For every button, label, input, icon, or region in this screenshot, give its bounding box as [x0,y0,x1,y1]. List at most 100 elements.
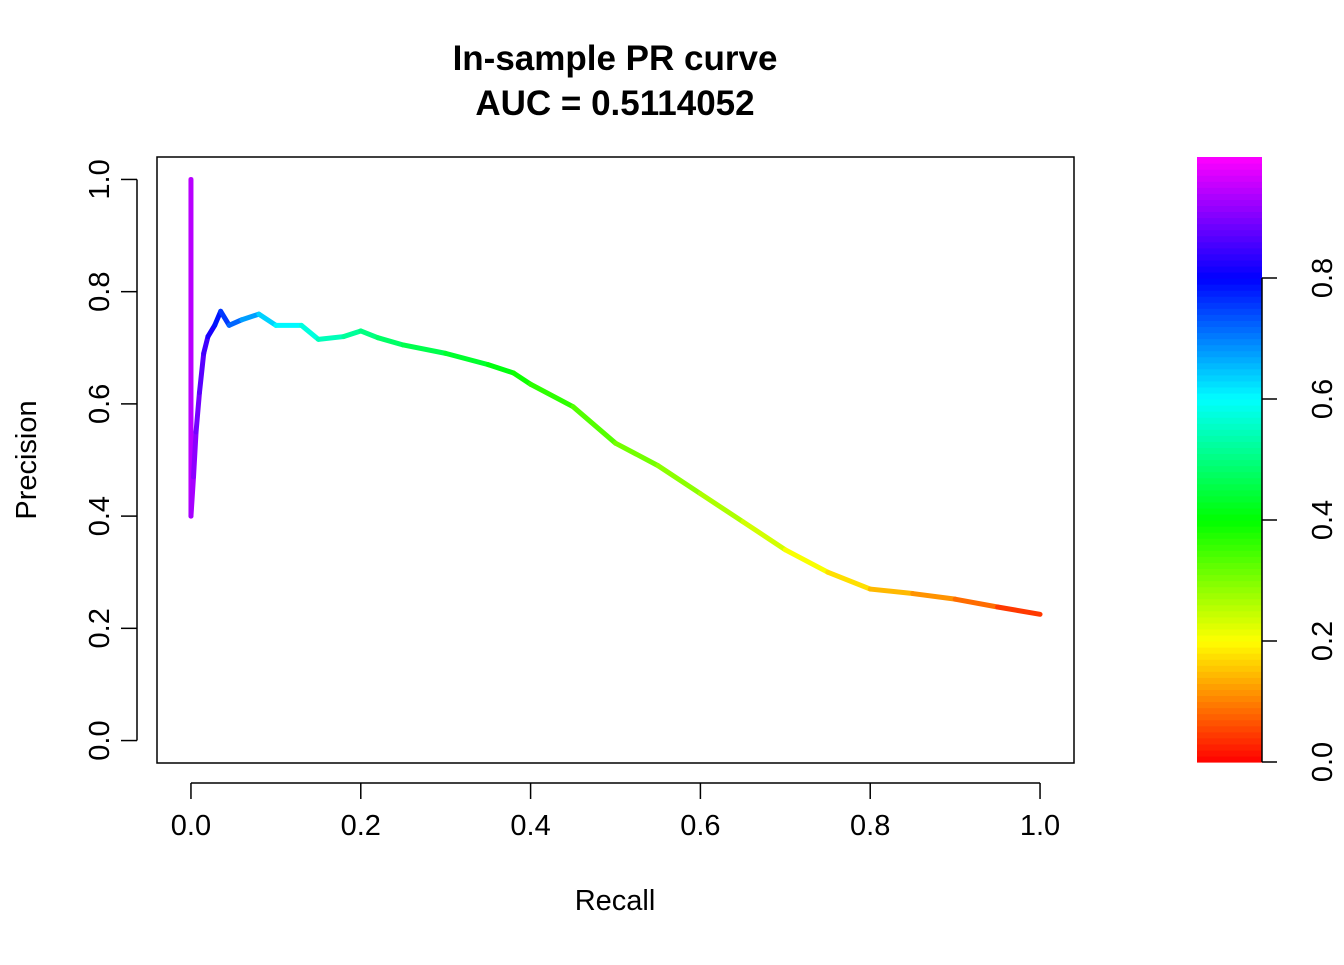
curve-segment [528,381,576,410]
colorbar-band [1197,399,1262,406]
colorbar-tick-label: 0.0 [1307,742,1339,782]
colorbar-band [1197,586,1262,594]
colorbar-band [1197,743,1262,751]
colorbar-band [1197,447,1262,455]
y-tick-label: 0.4 [84,496,116,536]
y-tick-label: 0.6 [84,384,116,424]
colorbar-band [1197,544,1262,551]
colorbar-band [1197,507,1262,515]
colorbar-band [1197,562,1262,569]
colorbar-band [1197,610,1262,618]
colorbar-band [1197,417,1262,424]
colorbar-band [1197,465,1262,473]
colorbar-band [1197,598,1262,606]
colorbar-band [1197,284,1262,291]
colorbar-band [1197,350,1262,358]
x-axis: 0.0 0.2 0.4 0.6 0.8 1.0 [171,782,1060,842]
y-tick-label: 0.8 [84,272,116,312]
colorbar-band [1197,671,1262,678]
colorbar-tick-label: 0.8 [1307,258,1339,298]
colorbar-band [1197,483,1262,491]
y-axis: 0.0 0.2 0.4 0.6 0.8 1.0 [84,159,138,761]
colorbar-tick-label: 0.2 [1307,621,1339,661]
colorbar-band [1197,302,1262,309]
colorbar-band [1197,157,1262,164]
colorbar-band [1197,665,1262,672]
colorbar-band [1197,731,1262,739]
colorbar-band [1197,501,1262,509]
curve-segment [697,491,746,525]
curve-segment [218,308,232,328]
colorbar-band [1197,471,1262,479]
colorbar-band [1197,241,1262,249]
colorbar-band [1197,574,1262,582]
x-tick-label: 0.2 [341,810,381,842]
curve-segment [952,596,1001,610]
colorbar-band [1197,271,1262,279]
colorbar-band [1197,296,1262,303]
colorbar-band [1197,532,1262,539]
colorbar-band [1197,211,1262,219]
colorbar-band [1197,356,1262,364]
x-tick-label: 0.6 [680,810,720,842]
colorbar-band [1197,441,1262,448]
colorbar-band [1197,604,1262,612]
colorbar-band [1197,199,1262,206]
colorbar-band [1197,423,1262,430]
colorbar-band [1197,513,1262,521]
colorbar-band [1197,380,1262,388]
colorbar-tick-label: 0.4 [1307,500,1339,540]
colorbar-band [1197,616,1262,624]
colorbar-band [1197,695,1262,703]
colorbar-band [1197,659,1262,666]
curve-segment [196,350,207,396]
colorbar-band [1197,411,1262,418]
colorbar-band [1197,332,1262,340]
curve-segment [315,334,347,342]
x-tick-label: 0.8 [850,810,890,842]
colorbar-band [1197,193,1262,200]
colorbar-band [1197,489,1262,497]
colorbar-band [1197,223,1262,231]
colorbar-band [1197,338,1262,346]
colorbar-band [1197,453,1262,461]
curve-segment [358,328,381,341]
curve-segment [193,390,202,435]
colorbar-band [1197,592,1262,600]
curve-segment [995,604,1043,617]
colorbar-band [1197,495,1262,503]
colorbar-band [1197,362,1262,370]
colorbar-band [1197,405,1262,412]
colorbar-band [1197,386,1262,394]
curve-segment [511,370,534,387]
pr-curve [188,176,1043,617]
colorbar-band [1197,641,1262,648]
colorbar-band [1197,205,1262,213]
colorbar-band [1197,568,1262,576]
colorbar-band [1197,344,1262,352]
x-tick-label: 0.4 [510,810,550,842]
curve-segment [825,569,873,592]
colorbar-band [1197,163,1262,170]
colorbar-band [1197,326,1262,334]
x-axis-title: Recall [575,885,656,917]
colorbar-band [1197,580,1262,588]
colorbar-band [1197,477,1262,485]
curve-segment [256,311,279,328]
curve-segment [570,404,618,446]
colorbar-band [1197,435,1262,442]
colorbar-band [1197,713,1262,721]
curve-segment [239,311,262,323]
colorbar-band [1197,647,1262,654]
colorbar-tick-label: 0.6 [1307,379,1339,419]
curve-segment [188,474,197,519]
colorbar-band [1197,520,1262,527]
colorbar-band [1197,374,1262,382]
colorbar-band [1197,247,1262,255]
curve-segment [782,547,831,575]
colorbar-band [1197,290,1262,297]
colorbar-band [1197,187,1262,194]
colorbar-band [1197,429,1262,436]
colorbar-band [1197,308,1262,315]
